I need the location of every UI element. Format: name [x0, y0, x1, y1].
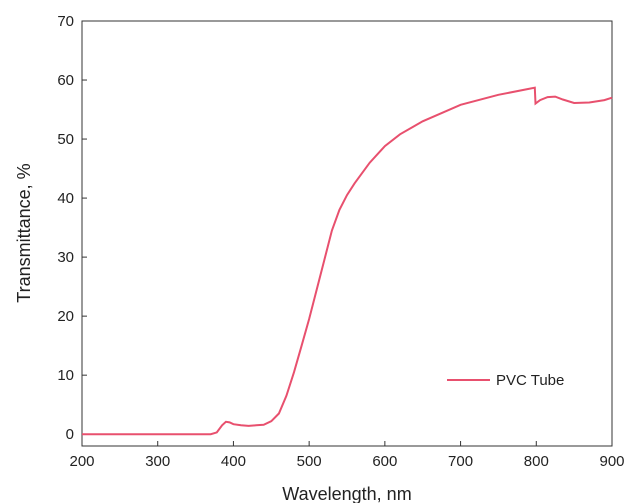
x-tick-label: 600	[372, 453, 397, 470]
y-tick-label: 40	[57, 190, 74, 207]
series-line-pvc-tube	[82, 86, 613, 436]
y-tick-label: 50	[57, 131, 74, 148]
y-tick-label: 20	[57, 308, 74, 325]
y-axis-ticks: 0 10 20 30 40 50 60 70	[57, 13, 87, 443]
y-tick-label: 10	[57, 367, 74, 384]
x-tick-label: 300	[145, 453, 170, 470]
x-axis-ticks: 200 300 400 500 600 700 800 900	[69, 441, 625, 470]
y-tick-label: 30	[57, 249, 74, 266]
legend: PVC Tube	[447, 372, 564, 389]
x-tick-label: 900	[599, 453, 624, 470]
y-tick-label: 70	[57, 13, 74, 30]
x-tick-label: 200	[69, 453, 94, 470]
x-axis-label: Wavelength, nm	[282, 484, 411, 503]
plot-frame	[81, 20, 613, 447]
x-tick-label: 500	[297, 453, 322, 470]
x-tick-label: 400	[221, 453, 246, 470]
x-tick-label: 700	[448, 453, 473, 470]
x-tick-label: 800	[524, 453, 549, 470]
legend-label: PVC Tube	[496, 372, 564, 389]
y-axis-label: Transmittance, %	[14, 163, 34, 302]
y-tick-label: 60	[57, 72, 74, 89]
y-tick-label: 0	[66, 426, 74, 443]
